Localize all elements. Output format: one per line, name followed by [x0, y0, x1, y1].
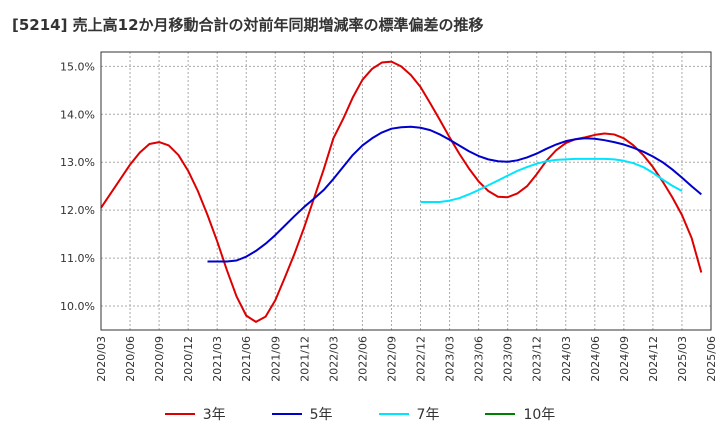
- grid-lines: [100, 52, 712, 330]
- x-tick-label: 2022/12: [415, 336, 428, 382]
- plot-frame: [100, 51, 712, 331]
- x-tick-label: 2024/09: [618, 336, 631, 382]
- legend-label: 10年: [523, 407, 556, 423]
- x-tick-label: 2022/06: [356, 336, 369, 382]
- series-line-5年: [207, 125, 702, 263]
- x-tick-label: 2024/12: [647, 336, 660, 382]
- x-tick-label: 2021/03: [211, 336, 224, 382]
- chart-title: [5214] 売上高12か月移動合計の対前年同期増減率の標準偏差の推移: [12, 16, 484, 34]
- x-tick-label: 2022/09: [385, 336, 398, 382]
- x-tick-label: 2020/06: [124, 336, 137, 382]
- legend-swatch: [164, 413, 195, 415]
- legend-label: 7年: [416, 407, 440, 423]
- series-lines: [100, 60, 703, 323]
- x-tick-label: 2020/12: [182, 336, 195, 382]
- y-tick-label: 15.0%: [60, 60, 95, 73]
- legend-item: 3年: [164, 404, 226, 424]
- x-tick-label: 2023/03: [444, 336, 457, 382]
- legend-item: 10年: [485, 404, 555, 424]
- legend-swatch: [485, 413, 516, 415]
- x-tick-label: 2020/03: [95, 336, 108, 382]
- series-line-3年: [100, 60, 703, 323]
- legend-label: 3年: [202, 407, 226, 423]
- y-tick-label: 14.0%: [60, 108, 95, 121]
- x-tick-label: 2025/03: [676, 336, 689, 382]
- y-tick-label: 12.0%: [60, 204, 95, 217]
- legend-swatch: [378, 413, 409, 415]
- x-tick-label: 2020/09: [153, 336, 166, 382]
- legend-item: 7年: [378, 404, 440, 424]
- legend: 3年 5年 7年 10年: [0, 402, 720, 426]
- x-tick-label: 2024/03: [560, 336, 573, 382]
- y-tick-label: 10.0%: [60, 300, 95, 313]
- legend-label: 5年: [309, 407, 333, 423]
- x-tick-label: 2021/12: [298, 336, 311, 382]
- legend-swatch: [271, 413, 302, 415]
- series-line-7年: [420, 157, 683, 204]
- x-tick-label: 2025/06: [705, 336, 718, 382]
- x-tick-label: 2023/09: [502, 336, 515, 382]
- x-tick-label: 2021/06: [240, 336, 253, 382]
- y-tick-label: 11.0%: [60, 252, 95, 265]
- line-chart: 10.0%11.0%12.0%13.0%14.0%15.0% 2020/03 20…: [60, 51, 718, 382]
- x-axis-ticks: 2020/03 2020/06 2020/09 2020/12 2021/03 2021/…: [95, 336, 718, 382]
- y-tick-label: 13.0%: [60, 156, 95, 169]
- x-tick-label: 2023/12: [531, 336, 544, 382]
- x-tick-label: 2021/09: [269, 336, 282, 382]
- x-tick-label: 2022/03: [327, 336, 340, 382]
- x-tick-label: 2024/06: [589, 336, 602, 382]
- x-tick-label: 2023/06: [473, 336, 486, 382]
- legend-item: 5年: [271, 404, 333, 424]
- y-axis-ticks: 10.0% 11.0% 12.0% 13.0% 14.0% 15.0%: [60, 60, 95, 313]
